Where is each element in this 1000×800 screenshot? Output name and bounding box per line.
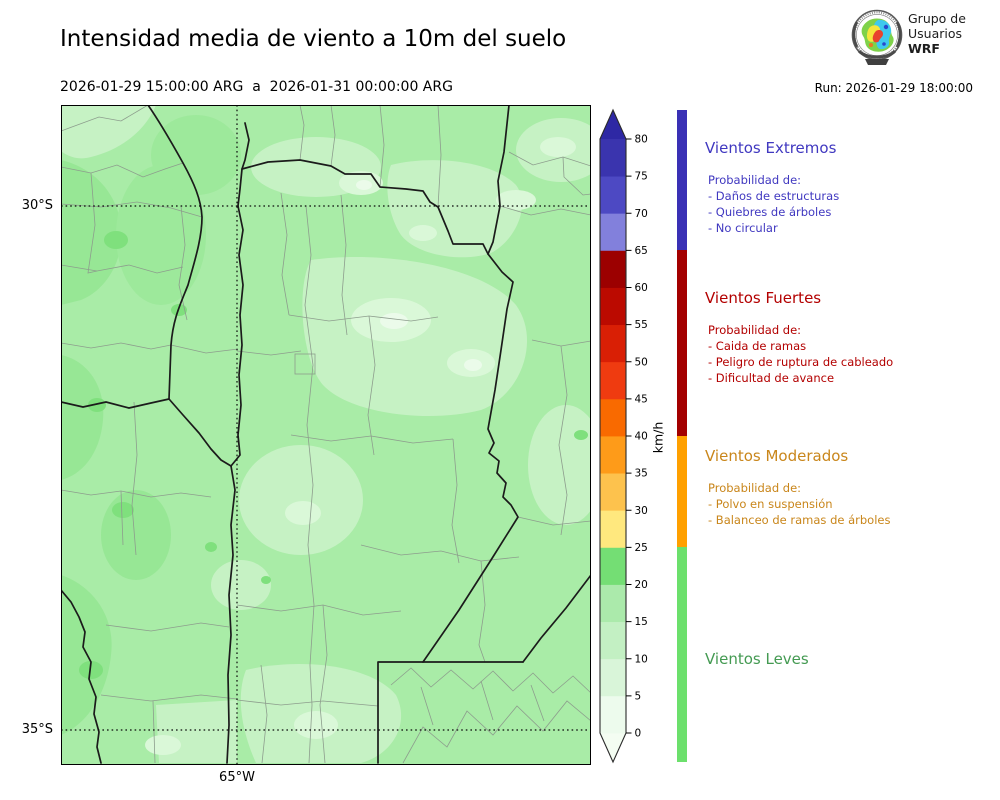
lat-tick-35s: 35°S bbox=[21, 722, 53, 737]
colorbar-segment bbox=[600, 213, 626, 251]
colorbar-tick-label: 60 bbox=[635, 282, 648, 294]
colorbar-tick-label: 35 bbox=[635, 468, 648, 480]
lon-tick-65w: 65°W bbox=[219, 770, 255, 785]
category-leves: Vientos Leves bbox=[705, 650, 990, 668]
logo-line-2: Usuarios bbox=[908, 26, 963, 41]
category-fuertes-title: Vientos Fuertes bbox=[705, 289, 822, 307]
colorbar-arrow-top bbox=[600, 110, 626, 139]
colorbar-tick-label: 10 bbox=[635, 653, 648, 665]
category-extremos: Vientos Extremos Probabilidad de: - Daño… bbox=[705, 139, 990, 236]
page-title: Intensidad media de viento a 10m del sue… bbox=[60, 26, 567, 52]
colorbar-segment bbox=[600, 436, 626, 474]
category-item: - Peligro de ruptura de cableado bbox=[708, 355, 894, 369]
map-department-borders bbox=[61, 105, 591, 764]
prob-label: Probabilidad de: bbox=[708, 323, 802, 337]
map-province-borders bbox=[61, 105, 591, 764]
colorbar-segment bbox=[600, 324, 626, 363]
prob-label: Probabilidad de: bbox=[708, 481, 802, 495]
colorbar-tick-label: 25 bbox=[635, 542, 648, 554]
colorbar-tick-label: 70 bbox=[635, 208, 648, 220]
colorbar-tick-label: 80 bbox=[635, 134, 648, 146]
category-item: - Balanceo de ramas de árboles bbox=[708, 513, 891, 527]
colorbar-tick-label: 55 bbox=[635, 319, 648, 331]
category-leves-title: Vientos Leves bbox=[705, 650, 809, 668]
colorbar-tick-label: 30 bbox=[635, 505, 648, 517]
strip-moderados bbox=[677, 436, 687, 547]
strip-leves bbox=[677, 547, 687, 762]
map-minima-spots bbox=[356, 180, 482, 371]
colorbar-segments bbox=[600, 139, 626, 734]
category-moderados: Vientos Moderados Probabilidad de: - Pol… bbox=[705, 447, 990, 528]
colorbar-tick-label: 15 bbox=[635, 616, 648, 628]
category-item: - Dificultad de avance bbox=[708, 371, 835, 385]
map-bright-green-spots bbox=[79, 231, 588, 679]
colorbar-tick-label: 65 bbox=[635, 245, 648, 257]
category-extremos-title: Vientos Extremos bbox=[705, 139, 837, 157]
colorbar-segment bbox=[600, 621, 626, 660]
colorbar-tick-label: 40 bbox=[635, 431, 648, 443]
colorbar-segment bbox=[600, 510, 626, 548]
colorbar-tick-label: 5 bbox=[635, 690, 642, 702]
wind-map bbox=[61, 105, 591, 765]
valid-period-label: 2026-01-29 15:00:00 ARG a 2026-01-31 00:… bbox=[60, 79, 453, 95]
colorbar-ticks: 0 5 10 15 20 25 30 35 40 45 50 55 60 65 70 75 80 bbox=[626, 134, 648, 740]
colorbar-tick-label: 45 bbox=[635, 393, 648, 405]
lat-tick-30s: 30°S bbox=[21, 198, 53, 213]
model-run-label: Run: 2026-01-29 18:00:00 bbox=[814, 81, 973, 95]
colorbar-tick-label: 75 bbox=[635, 171, 648, 183]
colorbar-segment bbox=[600, 658, 626, 697]
colorbar-arrow-bottom bbox=[600, 733, 626, 762]
map-graticule bbox=[61, 105, 591, 765]
colorbar-unit-label: km/h bbox=[650, 421, 666, 454]
logo-text: Grupo de Usuarios WRF bbox=[908, 11, 966, 56]
colorbar-segment bbox=[600, 547, 626, 585]
colorbar-segment bbox=[600, 361, 626, 400]
colorbar-segment bbox=[600, 584, 626, 623]
wrf-users-group-logo-icon bbox=[851, 9, 903, 65]
category-color-strip bbox=[677, 110, 687, 762]
category-moderados-title: Vientos Moderados bbox=[705, 447, 849, 465]
colorbar-segment bbox=[600, 250, 626, 288]
colorbar-segment bbox=[600, 176, 626, 214]
colorbar-tick-label: 50 bbox=[635, 356, 648, 368]
prob-label: Probabilidad de: bbox=[708, 173, 802, 187]
category-item: - Polvo en suspensión bbox=[708, 497, 833, 511]
strip-fuertes bbox=[677, 250, 687, 436]
category-item: - No circular bbox=[708, 221, 778, 235]
category-item: - Daños de estructuras bbox=[708, 189, 840, 203]
colorbar-segment bbox=[600, 398, 626, 437]
category-item: - Caida de ramas bbox=[708, 339, 807, 353]
colorbar-segment bbox=[600, 473, 626, 511]
category-fuertes: Vientos Fuertes Probabilidad de: - Caida… bbox=[705, 289, 990, 386]
logo-line-1: Grupo de bbox=[908, 11, 966, 26]
strip-extremos bbox=[677, 110, 687, 250]
colorbar-segment bbox=[600, 695, 626, 734]
logo-line-3: WRF bbox=[908, 41, 940, 56]
colorbar-tick-label: 0 bbox=[635, 728, 642, 740]
colorbar-tick-label: 20 bbox=[635, 579, 648, 591]
colorbar-segment bbox=[600, 139, 626, 177]
colorbar-segment bbox=[600, 287, 626, 326]
wind-speed-colorbar: 0 5 10 15 20 25 30 35 40 45 50 55 60 65 70 75 80 bbox=[599, 108, 648, 764]
map-frame bbox=[61, 105, 591, 765]
category-item: - Quiebres de árboles bbox=[708, 205, 832, 219]
